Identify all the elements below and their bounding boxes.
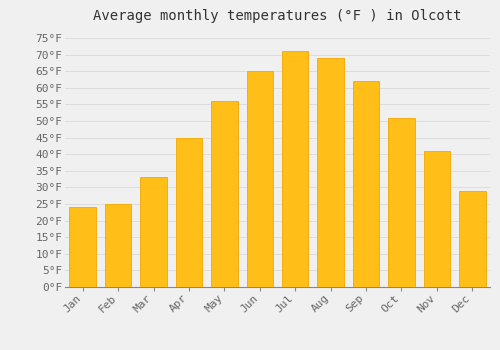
Bar bbox=[282, 51, 308, 287]
Bar bbox=[353, 81, 380, 287]
Bar bbox=[211, 101, 238, 287]
Bar bbox=[388, 118, 414, 287]
Bar bbox=[70, 207, 96, 287]
Title: Average monthly temperatures (°F ) in Olcott: Average monthly temperatures (°F ) in Ol… bbox=[93, 9, 462, 23]
Bar bbox=[459, 191, 485, 287]
Bar bbox=[318, 58, 344, 287]
Bar bbox=[246, 71, 273, 287]
Bar bbox=[105, 204, 132, 287]
Bar bbox=[140, 177, 167, 287]
Bar bbox=[424, 151, 450, 287]
Bar bbox=[176, 138, 202, 287]
